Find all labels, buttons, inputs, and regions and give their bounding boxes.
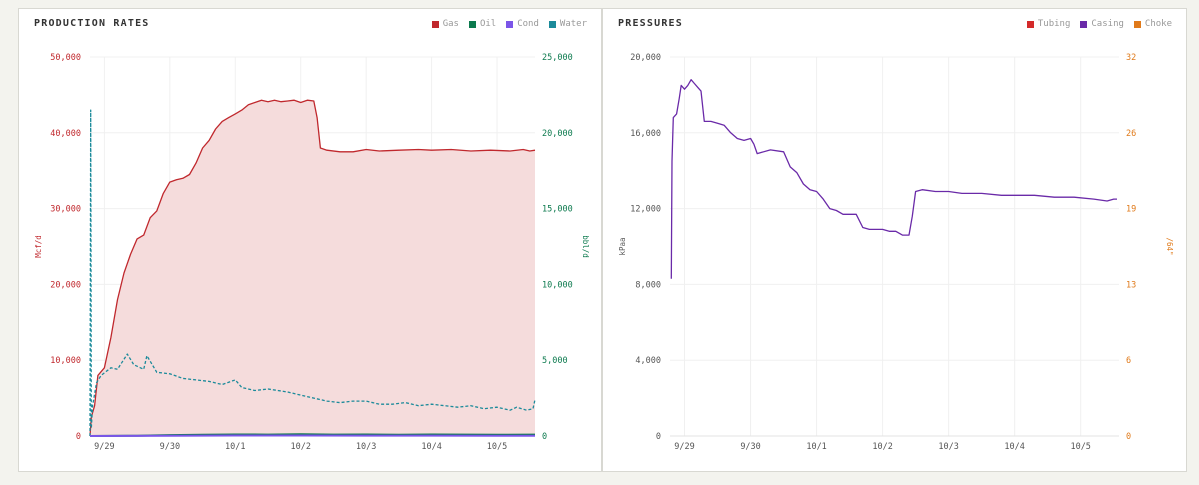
y-tick-left: 16,000 [630,129,661,139]
y-tick-left: 0 [656,432,661,442]
y-tick-right: 5,000 [542,356,568,366]
casing-series-line[interactable] [670,79,1117,279]
legend-gas[interactable]: Gas [431,19,459,29]
cond-series-line[interactable] [89,434,535,437]
x-tick-label: 10/3 [356,442,376,452]
legend-casing-swatch [1080,20,1088,28]
legend-oil-swatch [468,20,476,28]
y-tick-left: 4,000 [635,356,661,366]
production-legend: Gas Oil Cond Water [431,19,587,29]
y-tick-right: 6 [1126,356,1131,366]
y-tick-right: 19 [1126,205,1136,215]
legend-water[interactable]: Water [548,19,587,29]
x-tick-label: 10/1 [225,442,245,452]
pressures-panel: PRESSURES Tubing Casing Choke 0 0 4,000 6 8,… [602,8,1187,472]
legend-casing-label: Casing [1091,19,1124,29]
y-tick-left: 8,000 [635,280,661,290]
pressures-legend: Tubing Casing Choke [1026,19,1172,29]
y-axis-title-right: bbl/d [581,235,590,258]
production-rates-panel: PRODUCTION RATES Gas Oil Cond Water 0 0 10… [18,8,602,472]
production-rates-chart[interactable]: 0 0 10,000 5,000 20,000 10,000 30,000 15,000 40,… [19,9,602,472]
legend-choke-swatch [1133,20,1141,28]
x-tick-label: 10/3 [938,442,958,452]
water-series-line[interactable] [89,109,536,437]
legend-water-swatch [548,20,556,28]
x-tick-label: 10/5 [487,442,507,452]
x-tick-label: 10/5 [1070,442,1090,452]
x-tick-label: 10/4 [1004,442,1024,452]
production-rates-title: PRODUCTION RATES [34,18,150,29]
legend-cond-swatch [506,20,514,28]
y-tick-left: 40,000 [50,129,81,139]
x-tick-label: 9/30 [160,442,180,452]
pressures-title: PRESSURES [618,18,683,29]
y-axis-title-left: kPaa [618,237,627,255]
y-tick-left: 10,000 [50,356,81,366]
y-tick-right: 13 [1126,280,1136,290]
gas-area-fill [90,100,535,436]
pressures-chart[interactable]: 0 0 4,000 6 8,000 13 12,000 19 16,000 26 20,000 32 9… [603,9,1187,472]
y-tick-left: 12,000 [630,205,661,215]
legend-tubing-label: Tubing [1037,19,1071,29]
y-axis-title-left: Mcf/d [34,235,43,258]
x-tick-label: 10/4 [421,442,441,452]
x-tick-label: 10/2 [290,442,310,452]
x-tick-label: 10/2 [872,442,892,452]
y-tick-right: 25,000 [542,53,573,63]
y-tick-right: 26 [1126,129,1136,139]
y-tick-right: 0 [542,432,547,442]
y-tick-left: 20,000 [630,53,661,63]
x-tick-label: 9/29 [94,442,114,452]
y-tick-left: 0 [76,432,81,442]
legend-choke-label: Choke [1144,19,1172,29]
legend-casing[interactable]: Casing [1080,19,1124,29]
legend-oil[interactable]: Oil [468,19,497,29]
y-tick-right: 15,000 [542,205,573,215]
legend-water-label: Water [559,19,587,29]
y-tick-left: 50,000 [50,53,81,63]
legend-cond-label: Cond [517,19,539,29]
y-tick-left: 20,000 [50,280,81,290]
legend-tubing[interactable]: Tubing [1026,19,1071,29]
y-tick-right: 0 [1126,432,1131,442]
legend-tubing-swatch [1026,20,1034,28]
legend-gas-label: Gas [442,19,459,29]
x-tick-label: 9/30 [740,442,760,452]
legend-gas-swatch [431,20,439,28]
y-tick-left: 30,000 [50,205,81,215]
y-axis-title-right: /64" [1165,237,1174,255]
x-tick-label: 10/1 [806,442,826,452]
x-tick-label: 9/29 [674,442,694,452]
legend-oil-label: Oil [479,19,497,29]
legend-cond[interactable]: Cond [506,19,539,29]
gas-series-line[interactable] [89,99,536,437]
y-tick-right: 32 [1126,53,1136,63]
legend-choke[interactable]: Choke [1133,19,1172,29]
y-tick-right: 10,000 [542,280,573,290]
y-tick-right: 20,000 [542,129,573,139]
